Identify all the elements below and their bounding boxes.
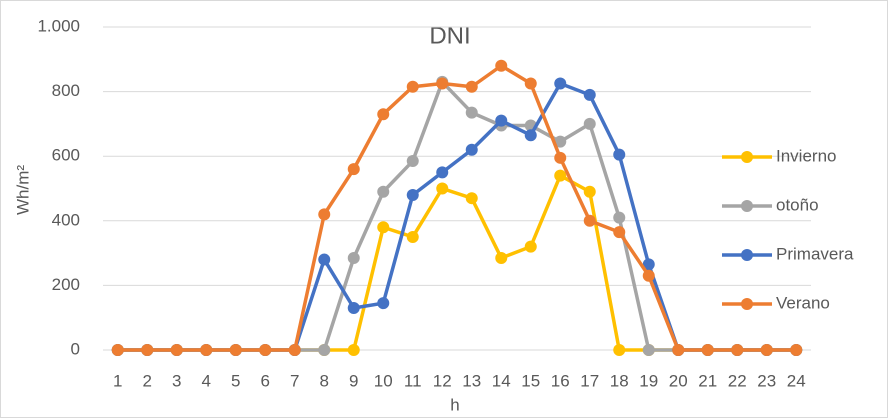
point bbox=[406, 80, 419, 93]
point bbox=[495, 114, 508, 127]
x-tick-label: 20 bbox=[669, 371, 688, 390]
point bbox=[554, 151, 567, 164]
x-tick-label: 4 bbox=[202, 371, 211, 390]
x-tick-label: 8 bbox=[320, 371, 329, 390]
point bbox=[583, 214, 596, 227]
y-tick-label: 0 bbox=[71, 339, 80, 358]
point bbox=[613, 148, 626, 161]
point bbox=[554, 135, 567, 148]
point bbox=[613, 344, 626, 356]
legend-label: Invierno bbox=[776, 146, 836, 165]
point bbox=[760, 344, 773, 356]
point bbox=[642, 258, 655, 271]
x-tick-label: 16 bbox=[551, 371, 570, 390]
x-tick-label: 21 bbox=[698, 371, 717, 390]
x-tick-label: 6 bbox=[261, 371, 270, 390]
point bbox=[436, 182, 449, 195]
legend-marker bbox=[741, 298, 753, 310]
point bbox=[318, 344, 331, 356]
x-tick-label: 2 bbox=[143, 371, 152, 390]
point bbox=[701, 344, 714, 356]
point bbox=[495, 59, 508, 72]
point bbox=[377, 185, 390, 198]
x-axis-label: h bbox=[450, 395, 459, 414]
point bbox=[465, 80, 478, 93]
x-tick-label: 24 bbox=[787, 371, 806, 390]
point bbox=[347, 344, 360, 356]
point bbox=[524, 240, 537, 253]
point bbox=[554, 169, 567, 182]
x-tick-label: 12 bbox=[433, 371, 452, 390]
x-tick-label: 15 bbox=[521, 371, 540, 390]
point bbox=[347, 163, 360, 176]
point bbox=[524, 129, 537, 142]
point bbox=[583, 117, 596, 130]
y-tick-label: 600 bbox=[52, 146, 80, 165]
point bbox=[318, 253, 331, 266]
point bbox=[731, 344, 744, 356]
point bbox=[495, 251, 508, 264]
legend-label: otoño bbox=[776, 195, 819, 214]
legend-marker bbox=[741, 151, 753, 163]
point bbox=[406, 188, 419, 201]
point bbox=[554, 77, 567, 90]
point bbox=[377, 221, 390, 234]
x-tick-label: 18 bbox=[610, 371, 629, 390]
point bbox=[436, 77, 449, 90]
point bbox=[583, 185, 596, 198]
chart-title: DNI bbox=[429, 22, 470, 49]
point bbox=[200, 344, 213, 356]
legend-label: Verano bbox=[776, 293, 830, 312]
legend-marker bbox=[741, 200, 753, 212]
x-tick-label: 10 bbox=[374, 371, 393, 390]
point bbox=[642, 344, 655, 356]
x-tick-label: 3 bbox=[172, 371, 181, 390]
point bbox=[583, 88, 596, 101]
x-tick-label: 19 bbox=[639, 371, 658, 390]
x-tick-label: 23 bbox=[757, 371, 776, 390]
x-tick-label: 13 bbox=[462, 371, 481, 390]
point bbox=[672, 344, 685, 356]
point bbox=[377, 108, 390, 121]
point bbox=[141, 344, 154, 356]
x-tick-label: 5 bbox=[231, 371, 240, 390]
point bbox=[524, 77, 537, 90]
legend-label: Primavera bbox=[776, 244, 854, 263]
point bbox=[288, 344, 301, 356]
point bbox=[347, 302, 360, 315]
point bbox=[347, 251, 360, 264]
x-tick-label: 11 bbox=[404, 371, 422, 390]
point bbox=[613, 226, 626, 239]
x-tick-label: 7 bbox=[290, 371, 299, 390]
point bbox=[377, 297, 390, 310]
point bbox=[406, 155, 419, 168]
x-tick-label: 9 bbox=[349, 371, 358, 390]
y-tick-label: 1.000 bbox=[37, 16, 80, 35]
y-tick-label: 200 bbox=[52, 275, 80, 294]
x-tick-label: 22 bbox=[728, 371, 747, 390]
point bbox=[642, 269, 655, 282]
point bbox=[465, 192, 478, 205]
y-axis-label: Wh/m² bbox=[13, 165, 32, 215]
point bbox=[406, 230, 419, 243]
x-tick-label: 14 bbox=[492, 371, 511, 390]
y-tick-label: 800 bbox=[52, 81, 80, 100]
x-tick-label: 1 bbox=[113, 371, 122, 390]
y-tick-label: 400 bbox=[52, 210, 80, 229]
point bbox=[318, 208, 331, 221]
point bbox=[790, 344, 803, 356]
point bbox=[111, 344, 124, 356]
point bbox=[259, 344, 272, 356]
point bbox=[613, 211, 626, 224]
point bbox=[436, 166, 449, 179]
point bbox=[465, 106, 478, 119]
x-tick-label: 17 bbox=[580, 371, 599, 390]
legend-marker bbox=[741, 249, 753, 261]
point bbox=[229, 344, 242, 356]
point bbox=[465, 143, 478, 156]
point bbox=[170, 344, 183, 356]
